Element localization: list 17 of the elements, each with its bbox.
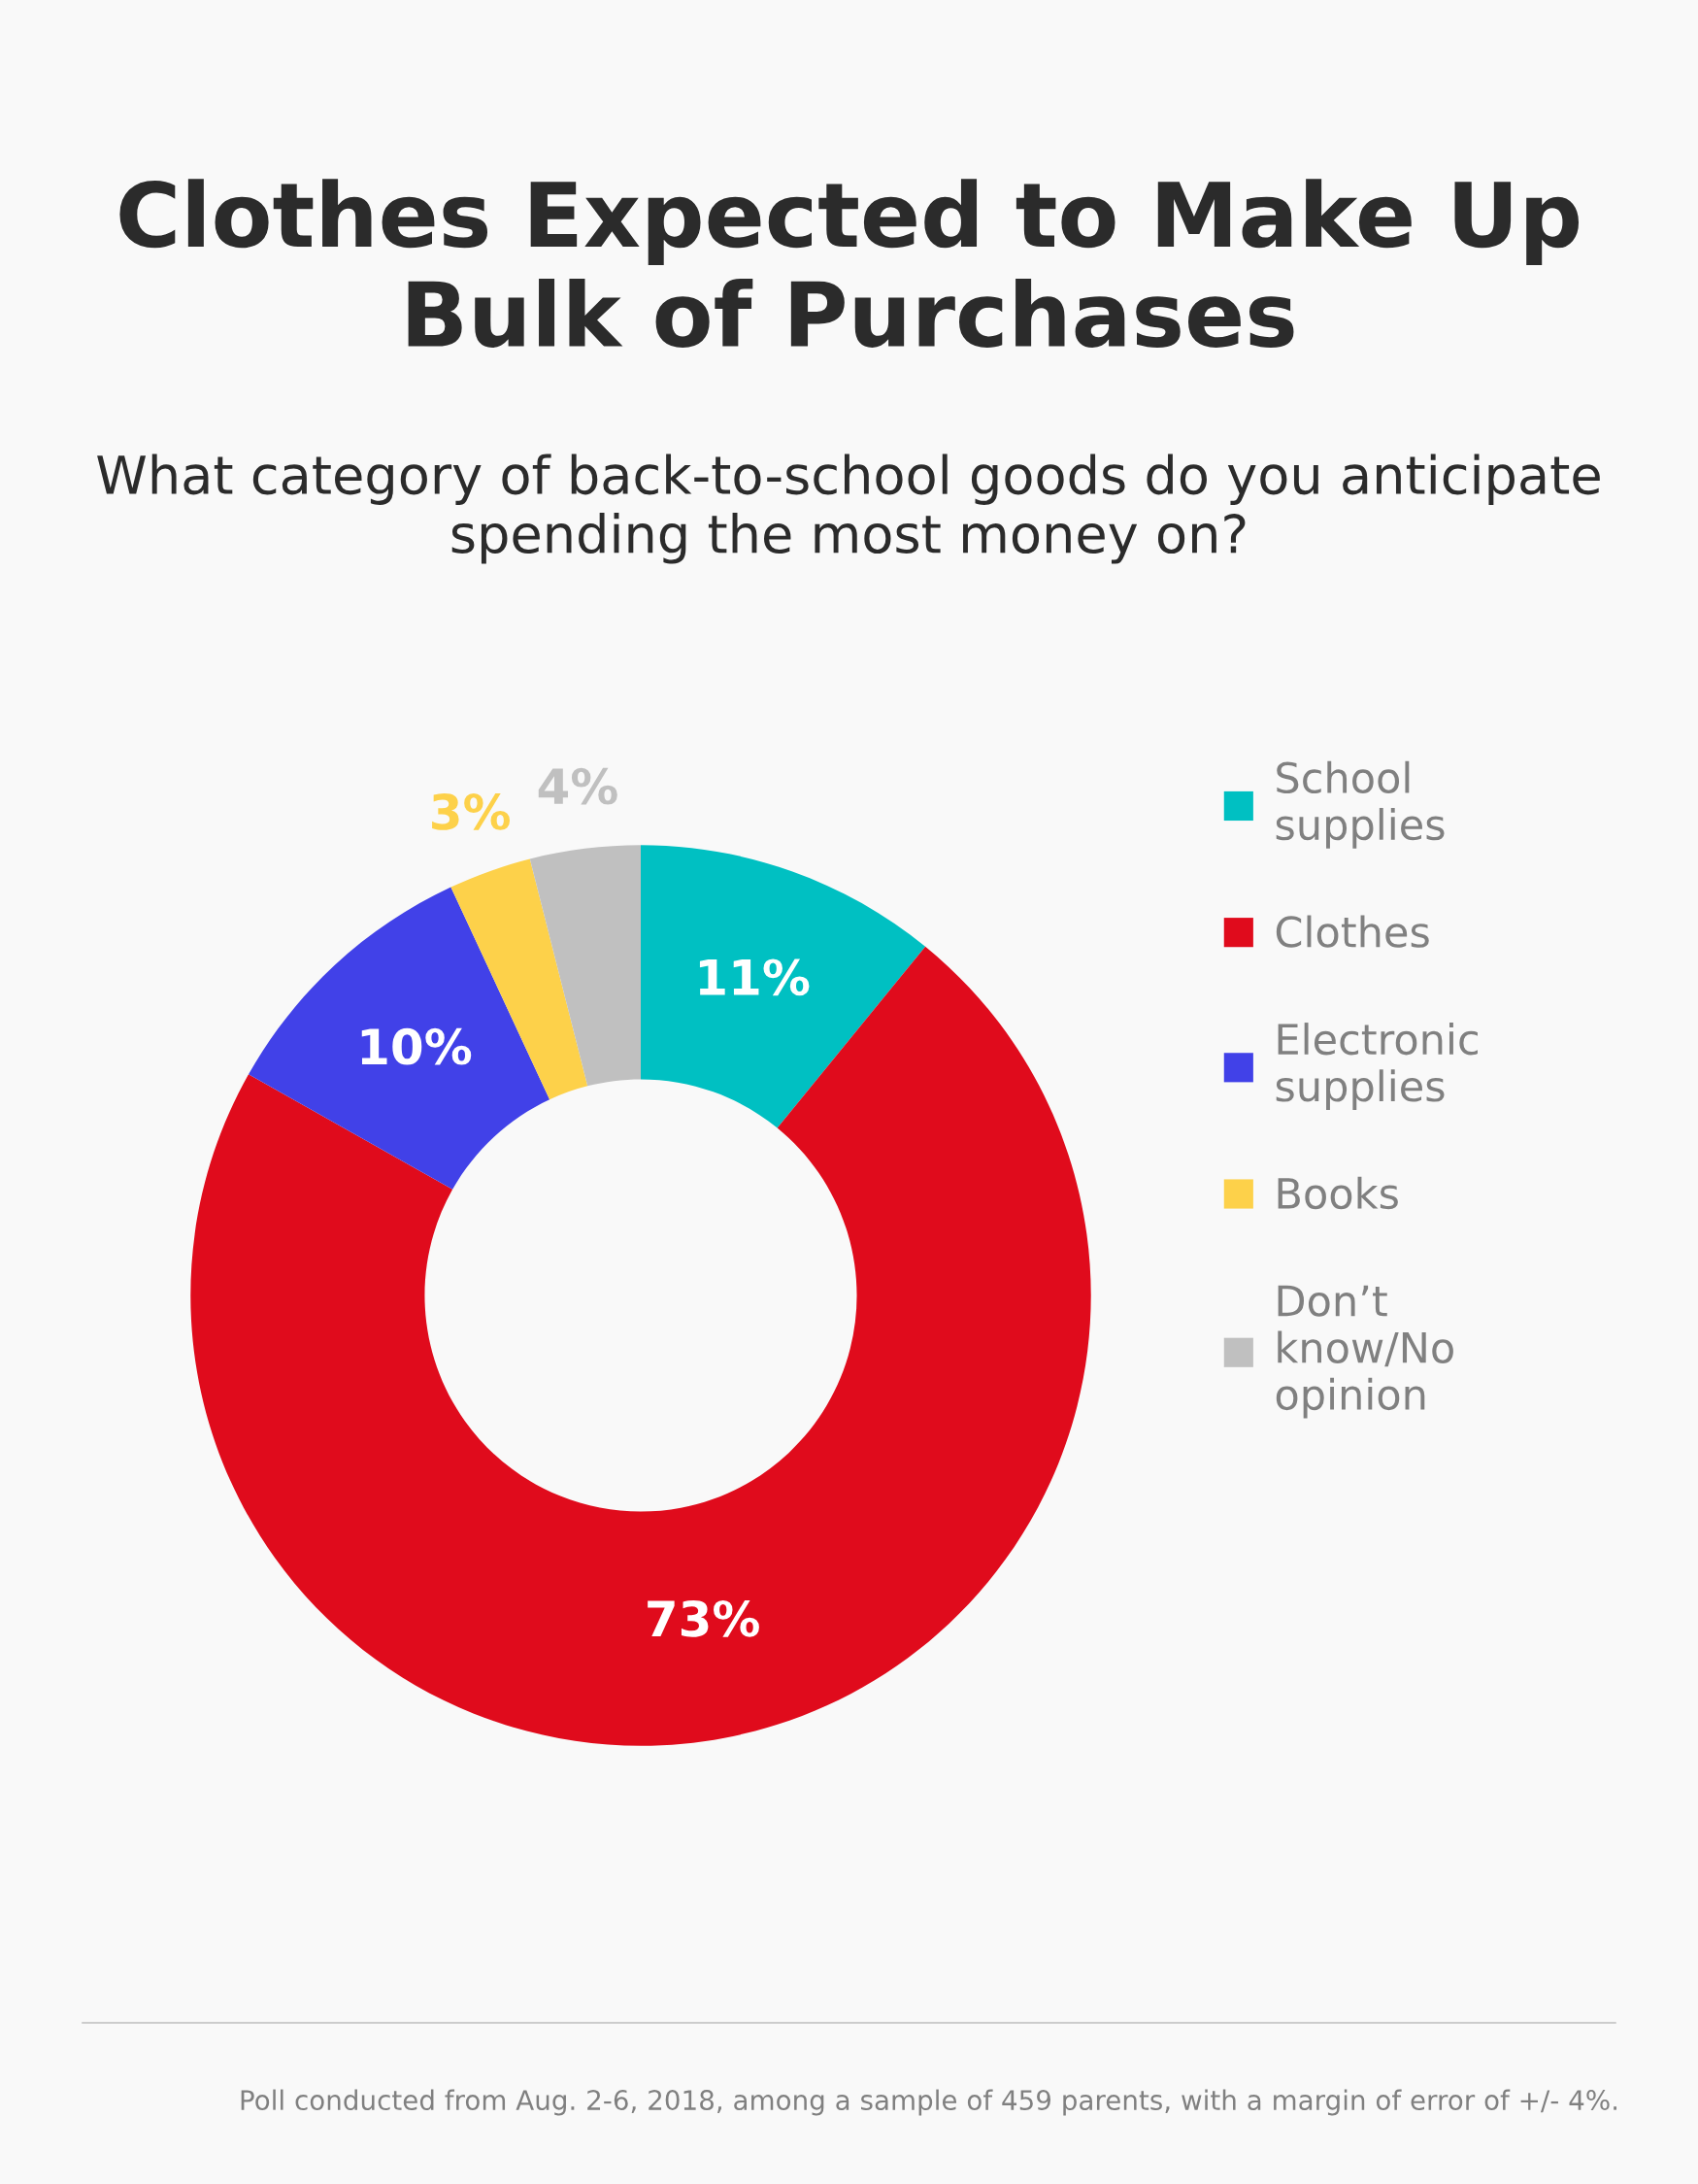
data-label: 73% — [648, 1599, 759, 1637]
legend-label: Books — [1278, 1176, 1398, 1210]
data-label: 4% — [538, 767, 617, 805]
chart-subtitle: What category of back-to-school goods do you anticipate spending the most money on? — [97, 454, 1600, 564]
legend-label: Don’t know/No opinion — [1276, 1285, 1453, 1419]
legend-label: Clothes — [1276, 915, 1429, 948]
data-label: 3% — [432, 793, 511, 830]
data-label: 11% — [699, 958, 810, 996]
data-label: 10% — [361, 1027, 472, 1065]
legend-label: Electronic supplies — [1276, 1023, 1478, 1110]
donut-slice — [641, 845, 926, 1128]
legend-label: School supplies — [1276, 760, 1445, 849]
text: Poll conducted from Aug. 2-6, 2018, among a sample of 459 parents, with a margin of error of +/- 4%. — [241, 2089, 1617, 2116]
donut-slice — [529, 845, 641, 1087]
donut-slice — [190, 946, 1091, 1746]
chart-title: Clothes Expected to Make Up Bulk of Purchases — [119, 179, 1580, 348]
donut-slice — [249, 887, 550, 1190]
